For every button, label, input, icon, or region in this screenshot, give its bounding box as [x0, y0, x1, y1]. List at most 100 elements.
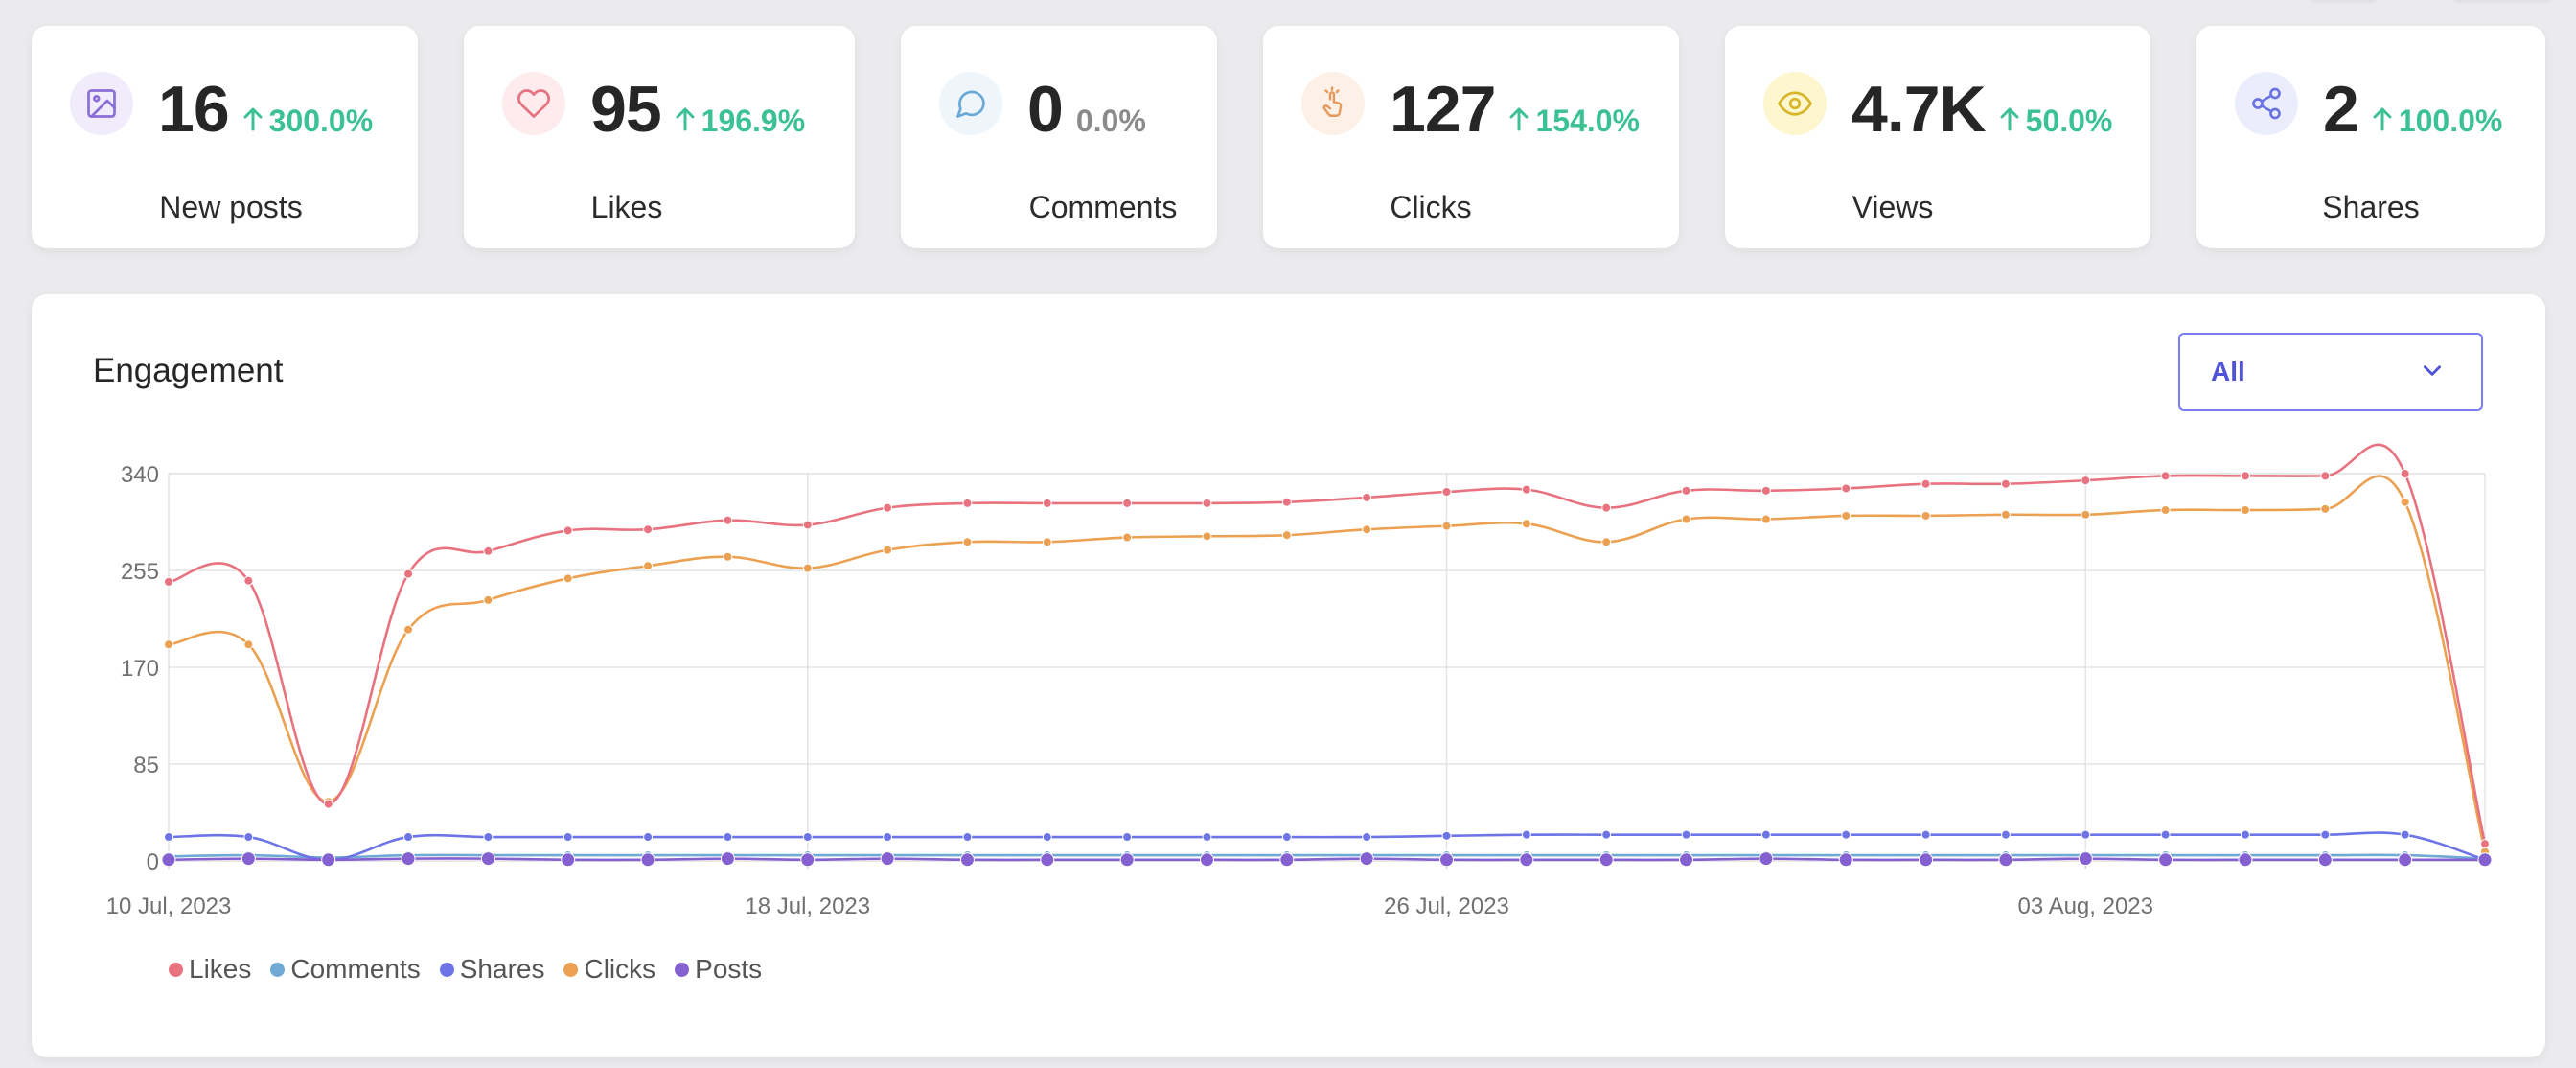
- data-point-likes: [2320, 471, 2331, 481]
- data-point-shares: [164, 832, 173, 843]
- y-tick-label: 255: [121, 559, 159, 585]
- data-point-clicks: [2000, 509, 2011, 520]
- stat-value: 16: [158, 73, 230, 146]
- arrow-up-icon: [1509, 107, 1529, 131]
- chevron-down-icon: [2420, 358, 2445, 387]
- engagement-filter-value: All: [2211, 357, 2245, 386]
- data-point-posts: [1598, 852, 1614, 868]
- data-point-posts: [1439, 852, 1455, 868]
- legend-item-clicks[interactable]: Clicks: [564, 954, 656, 985]
- data-point-posts: [561, 852, 576, 868]
- data-point-likes: [723, 515, 733, 525]
- engagement-filter-select[interactable]: All: [2178, 333, 2483, 411]
- data-point-shares: [1601, 829, 1612, 840]
- data-point-likes: [1281, 497, 1292, 507]
- series-line-shares: [168, 831, 2486, 862]
- stat-change-value: 196.9%: [701, 104, 806, 138]
- series-line-comments: [168, 853, 2486, 860]
- data-point-likes: [563, 525, 573, 536]
- data-point-shares: [1362, 832, 1372, 843]
- legend-item-shares[interactable]: Shares: [439, 954, 544, 985]
- stat-change-value: 154.0%: [1535, 104, 1640, 138]
- series-clicks: [164, 475, 2490, 857]
- data-point-likes: [962, 498, 973, 508]
- data-point-clicks: [483, 594, 494, 605]
- stat-label: Shares: [2322, 190, 2420, 224]
- series-line-clicks: [168, 475, 2487, 852]
- stat-value: 2: [2323, 73, 2359, 146]
- data-point-posts: [1998, 852, 2013, 868]
- data-point-likes: [1042, 498, 1052, 508]
- data-point-likes: [1841, 483, 1852, 494]
- data-point-clicks: [243, 639, 254, 650]
- comment-icon: [939, 72, 1002, 135]
- data-point-clicks: [1681, 514, 1691, 524]
- legend-dot: [169, 962, 183, 977]
- data-point-shares: [883, 832, 893, 843]
- stat-change: 300.0%: [242, 104, 374, 139]
- stat-card-shares: 2 100.0% Shares: [2196, 26, 2545, 248]
- data-point-shares: [1122, 832, 1133, 843]
- data-point-posts: [2317, 852, 2333, 868]
- stat-value: 0: [1027, 73, 1064, 146]
- data-point-posts: [1679, 852, 1694, 868]
- data-point-clicks: [1122, 532, 1133, 543]
- engagement-chart[interactable]: 0 85 170 255 340 10 Jul, 2023 18 Jul, 2023 26 J…: [32, 294, 2545, 1057]
- data-point-shares: [2000, 829, 2011, 840]
- stat-label: Views: [1852, 190, 1934, 224]
- data-point-shares: [1841, 829, 1852, 840]
- data-point-shares: [1042, 832, 1052, 843]
- data-point-shares: [563, 832, 573, 843]
- data-point-shares: [1760, 829, 1771, 840]
- data-point-clicks: [2320, 503, 2331, 514]
- data-point-posts: [959, 852, 975, 868]
- data-point-clicks: [883, 545, 893, 555]
- data-point-shares: [1681, 829, 1691, 840]
- stat-change-value: 300.0%: [268, 104, 374, 138]
- data-point-shares: [2160, 829, 2171, 840]
- data-point-likes: [883, 502, 893, 513]
- data-point-likes: [1681, 485, 1691, 496]
- data-point-posts: [1759, 851, 1774, 867]
- data-point-posts: [1279, 852, 1295, 868]
- data-point-likes: [1202, 498, 1212, 508]
- x-tick-label: 26 Jul, 2023: [1384, 894, 1509, 919]
- data-point-likes: [643, 524, 654, 535]
- data-point-posts: [401, 851, 416, 867]
- legend-dot: [439, 962, 454, 977]
- data-point-likes: [323, 799, 334, 809]
- engagement-panel: Engagement All 0 85 170 255 340 10 Jul, 2023 1…: [32, 294, 2545, 1057]
- legend-label: Comments: [290, 954, 421, 984]
- data-point-likes: [2480, 839, 2490, 849]
- data-point-shares: [1281, 832, 1292, 843]
- legend-item-comments[interactable]: Comments: [270, 954, 421, 985]
- heart-icon: [502, 72, 565, 135]
- data-point-likes: [1920, 478, 1931, 489]
- stat-value: 127: [1390, 73, 1496, 146]
- data-point-shares: [723, 832, 733, 843]
- data-point-shares: [1441, 830, 1452, 841]
- series-shares: [164, 829, 2490, 865]
- series-posts: [161, 851, 2493, 868]
- data-point-likes: [403, 569, 414, 579]
- data-point-posts: [640, 852, 656, 868]
- stat-change: 0.0%: [1076, 104, 1146, 139]
- stat-change-value: 100.0%: [2398, 104, 2503, 138]
- legend-label: Clicks: [584, 954, 656, 984]
- stat-value: 95: [590, 73, 662, 146]
- legend-item-likes[interactable]: Likes: [169, 954, 251, 985]
- stat-card-comments: 0 0.0% Comments: [901, 26, 1217, 248]
- data-point-clicks: [1042, 537, 1052, 547]
- data-point-shares: [1521, 829, 1531, 840]
- x-tick-label: 03 Aug, 2023: [2018, 894, 2153, 919]
- data-point-posts: [800, 852, 816, 868]
- data-point-clicks: [723, 551, 733, 562]
- stat-change: 196.9%: [675, 104, 806, 139]
- stat-label: Clicks: [1390, 190, 1472, 224]
- legend-item-posts[interactable]: Posts: [675, 954, 762, 985]
- data-point-shares: [1202, 832, 1212, 843]
- data-point-likes: [1441, 487, 1452, 498]
- stat-change: 50.0%: [1999, 104, 2112, 139]
- data-point-posts: [1040, 852, 1055, 868]
- arrow-up-icon: [2373, 107, 2392, 131]
